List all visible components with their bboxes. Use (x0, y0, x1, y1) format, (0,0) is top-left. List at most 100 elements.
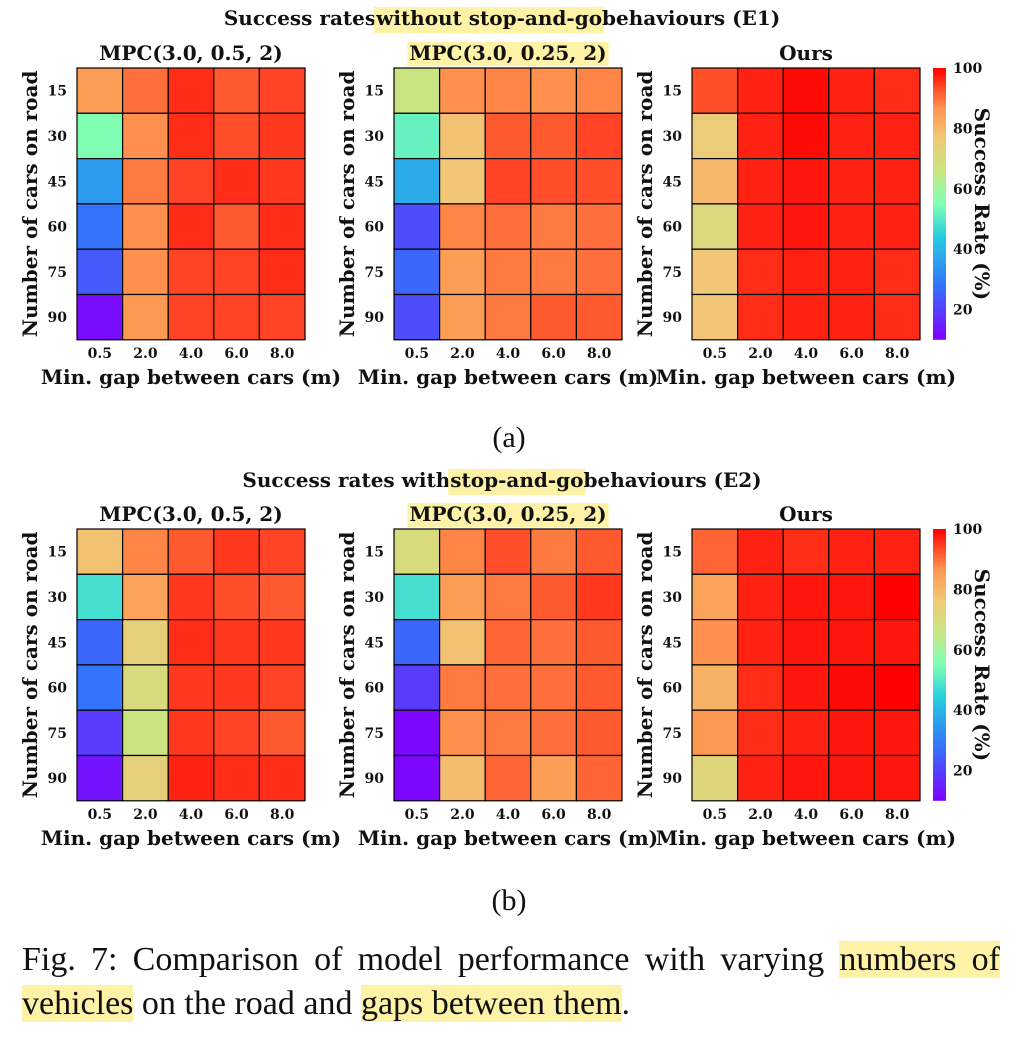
heatmap-cell (258, 528, 306, 575)
colorbar-axis-label: Success Rate (%) (970, 569, 994, 761)
figure-caption: Fig. 7: Comparison of model performance … (22, 938, 1000, 1026)
heatmap-cell (439, 112, 486, 160)
heatmap-cell (530, 248, 577, 296)
x-tick-label: 4.0 (179, 807, 204, 823)
heatmap-cell (782, 293, 830, 341)
panel-title-highlight (448, 469, 586, 495)
heatmap-5: Ours 15 30 45 60 75 90 0.5 2.0 4.0 6.0 8.0 Min. gap … (633, 502, 956, 850)
y-tick-label: 45 (48, 174, 67, 190)
heatmap-cell (828, 664, 875, 711)
heatmap-cell (258, 112, 306, 160)
heatmap-cell (167, 67, 215, 114)
heatmap-cell (393, 248, 441, 296)
heatmap-cell (258, 754, 306, 802)
heatmap-cell (736, 618, 784, 666)
heatmap-cell (530, 112, 577, 160)
colorbar-tick-label: 40 (953, 242, 973, 258)
heatmap-3: MPC(3.0, 0.5, 2) 15 30 45 60 75 90 0.5 2.0 4.0 6.0… (18, 502, 341, 850)
x-axis-label: Min. gap between cars (m) (656, 365, 956, 389)
y-tick-label: 90 (48, 771, 68, 787)
heatmap-cell (873, 248, 921, 296)
heatmap-cell (167, 203, 215, 250)
heatmap-cell (484, 664, 532, 711)
colorbar-tick-label: 40 (953, 703, 973, 719)
heatmap-cell (393, 664, 441, 711)
heatmap-cell (691, 709, 739, 757)
heatmap-cell (484, 709, 532, 757)
y-axis-label: Number of cars on road (18, 532, 42, 799)
y-tick-label: 90 (365, 771, 385, 787)
caption-part-4: . (621, 985, 631, 1022)
x-axis-label: Min. gap between cars (m) (41, 826, 341, 850)
heatmap-cell (393, 293, 441, 341)
heatmap-cell (258, 664, 306, 711)
y-tick-label: 75 (663, 265, 682, 281)
heatmap-cell (393, 528, 441, 575)
x-tick-label: 8.0 (885, 346, 910, 362)
heatmap-cell (873, 293, 921, 341)
heatmap-cell (439, 754, 486, 802)
y-tick-label: 15 (365, 84, 384, 100)
heatmap-cell (530, 664, 577, 711)
heatmap-cell (575, 203, 623, 250)
heatmap-cell (691, 112, 739, 160)
heatmap-cell (782, 158, 830, 205)
heatmap-cell (873, 709, 921, 757)
heatmap-cell (439, 664, 486, 711)
heatmap-cell (393, 67, 441, 114)
heatmap-cell (213, 112, 261, 160)
caption-part-3: gaps between them (360, 985, 622, 1022)
heatmap-cell (213, 754, 261, 802)
heatmap-cell (213, 67, 261, 114)
heatmap-cell (736, 158, 784, 205)
panel-title-highlight (374, 7, 605, 33)
heatmap-cell (76, 618, 124, 666)
heatmap-cell (213, 293, 261, 341)
y-tick-label: 15 (48, 545, 67, 561)
y-axis-label: Number of cars on road (633, 71, 657, 338)
heatmap-cell (258, 709, 306, 757)
heatmap-cell (76, 664, 124, 711)
heatmap-cell (213, 709, 261, 757)
x-tick-label: 2.0 (748, 807, 773, 823)
y-tick-label: 60 (48, 681, 68, 697)
x-tick-label: 8.0 (270, 807, 295, 823)
x-tick-label: 8.0 (587, 807, 612, 823)
heatmap-cell (484, 528, 532, 575)
panel-title-0: Success rates without stop-and-go behavi… (224, 6, 780, 33)
heatmap-cell (782, 67, 830, 114)
y-tick-label: 60 (365, 681, 385, 697)
caption-part-2: on the road and (133, 985, 361, 1022)
heatmap-cell (828, 618, 875, 666)
y-tick-label: 30 (365, 590, 385, 606)
heatmap-cell (167, 709, 215, 757)
x-tick-label: 6.0 (541, 346, 566, 362)
caption-prefix: Fig. 7: (22, 941, 133, 978)
heatmap-cell (167, 158, 215, 205)
heatmap-cell (439, 709, 486, 757)
heatmap-cell (873, 112, 921, 160)
heatmap-cell (167, 754, 215, 802)
heatmap-cell (782, 618, 830, 666)
heatmap-cell (736, 528, 784, 575)
heatmap-cell (575, 664, 623, 711)
y-tick-label: 30 (365, 129, 385, 145)
heatmap-cell (167, 112, 215, 160)
heatmap-cell (258, 203, 306, 250)
heatmap-cell (213, 528, 261, 575)
heatmap-cell (121, 528, 169, 575)
heatmap-cell (736, 754, 784, 802)
heatmap-cell (736, 664, 784, 711)
heatmap-cell (439, 158, 486, 205)
y-axis-label: Number of cars on road (633, 532, 657, 799)
colorbar-tick-label: 80 (953, 582, 973, 598)
heatmap-0: MPC(3.0, 0.5, 2) 15 30 45 60 75 90 0.5 2.0 4.0 6.0… (18, 41, 341, 389)
y-axis-label: Number of cars on road (335, 532, 359, 799)
heatmap-cell (76, 754, 124, 802)
heatmap-cell (828, 573, 875, 621)
x-tick-label: 2.0 (133, 807, 158, 823)
heatmap-cell (258, 248, 306, 296)
heatmap-cell (828, 248, 875, 296)
heatmap-cell (167, 664, 215, 711)
x-tick-label: 6.0 (839, 807, 864, 823)
